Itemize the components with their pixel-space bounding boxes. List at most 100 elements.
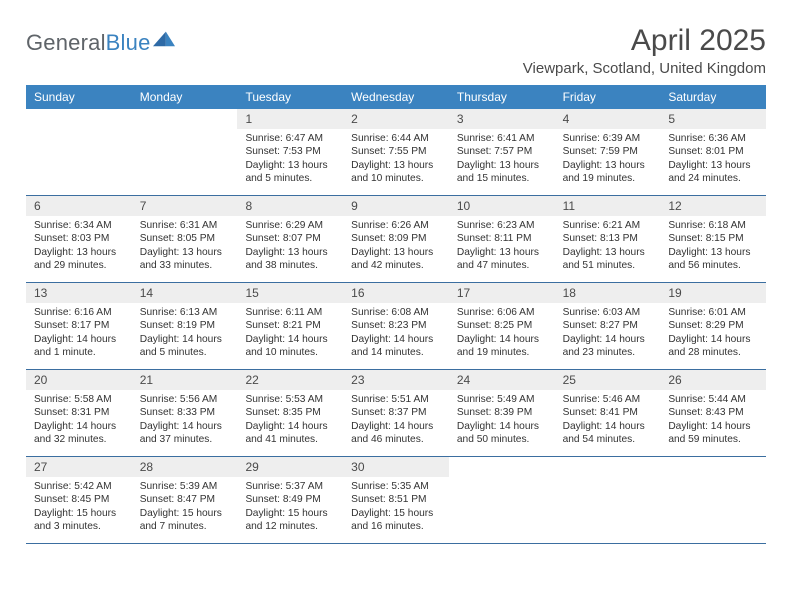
day-number: 9: [343, 196, 449, 216]
day-body: Sunrise: 6:01 AMSunset: 8:29 PMDaylight:…: [660, 303, 766, 366]
calendar-day: 30Sunrise: 5:35 AMSunset: 8:51 PMDayligh…: [343, 457, 449, 543]
sunrise-text: Sunrise: 5:42 AM: [34, 480, 128, 493]
day-number: 5: [660, 109, 766, 129]
day-number: 18: [555, 283, 661, 303]
day-body: Sunrise: 6:21 AMSunset: 8:13 PMDaylight:…: [555, 216, 661, 279]
sunrise-text: Sunrise: 5:35 AM: [351, 480, 445, 493]
sunset-text: Sunset: 8:49 PM: [245, 493, 339, 506]
calendar-week: 1Sunrise: 6:47 AMSunset: 7:53 PMDaylight…: [26, 109, 766, 196]
day-number: 3: [449, 109, 555, 129]
day-number: 15: [237, 283, 343, 303]
daylight-text: Daylight: 14 hours and 14 minutes.: [351, 333, 445, 360]
dow-friday: Friday: [555, 85, 661, 109]
day-body: Sunrise: 5:39 AMSunset: 8:47 PMDaylight:…: [132, 477, 238, 540]
sunrise-text: Sunrise: 6:01 AM: [668, 306, 762, 319]
calendar-day: 21Sunrise: 5:56 AMSunset: 8:33 PMDayligh…: [132, 370, 238, 456]
day-body: Sunrise: 5:49 AMSunset: 8:39 PMDaylight:…: [449, 390, 555, 453]
dow-sunday: Sunday: [26, 85, 132, 109]
calendar-day: 5Sunrise: 6:36 AMSunset: 8:01 PMDaylight…: [660, 109, 766, 195]
sunset-text: Sunset: 8:13 PM: [563, 232, 657, 245]
sunrise-text: Sunrise: 6:26 AM: [351, 219, 445, 232]
day-number: 26: [660, 370, 766, 390]
day-body: Sunrise: 6:13 AMSunset: 8:19 PMDaylight:…: [132, 303, 238, 366]
sunrise-text: Sunrise: 6:16 AM: [34, 306, 128, 319]
logo-text: GeneralBlue: [26, 30, 151, 56]
sunset-text: Sunset: 7:55 PM: [351, 145, 445, 158]
calendar-day: 1Sunrise: 6:47 AMSunset: 7:53 PMDaylight…: [237, 109, 343, 195]
logo: GeneralBlue: [26, 24, 175, 56]
day-body: Sunrise: 5:46 AMSunset: 8:41 PMDaylight:…: [555, 390, 661, 453]
daylight-text: Daylight: 14 hours and 54 minutes.: [563, 420, 657, 447]
sunrise-text: Sunrise: 6:11 AM: [245, 306, 339, 319]
sunrise-text: Sunrise: 5:39 AM: [140, 480, 234, 493]
calendar-day: 6Sunrise: 6:34 AMSunset: 8:03 PMDaylight…: [26, 196, 132, 282]
sunset-text: Sunset: 7:53 PM: [245, 145, 339, 158]
day-number: 23: [343, 370, 449, 390]
day-number: 22: [237, 370, 343, 390]
calendar-day: 20Sunrise: 5:58 AMSunset: 8:31 PMDayligh…: [26, 370, 132, 456]
day-number: 14: [132, 283, 238, 303]
sunrise-text: Sunrise: 6:34 AM: [34, 219, 128, 232]
page-subtitle: Viewpark, Scotland, United Kingdom: [523, 60, 766, 77]
calendar-day: 8Sunrise: 6:29 AMSunset: 8:07 PMDaylight…: [237, 196, 343, 282]
day-body: Sunrise: 6:06 AMSunset: 8:25 PMDaylight:…: [449, 303, 555, 366]
daylight-text: Daylight: 13 hours and 47 minutes.: [457, 246, 551, 273]
sunrise-text: Sunrise: 5:37 AM: [245, 480, 339, 493]
sunrise-text: Sunrise: 6:41 AM: [457, 132, 551, 145]
day-body: Sunrise: 6:26 AMSunset: 8:09 PMDaylight:…: [343, 216, 449, 279]
daylight-text: Daylight: 14 hours and 41 minutes.: [245, 420, 339, 447]
day-number: 25: [555, 370, 661, 390]
sunset-text: Sunset: 8:51 PM: [351, 493, 445, 506]
logo-text-blue: Blue: [106, 30, 151, 55]
daylight-text: Daylight: 14 hours and 10 minutes.: [245, 333, 339, 360]
day-number: 8: [237, 196, 343, 216]
sunrise-text: Sunrise: 5:44 AM: [668, 393, 762, 406]
calendar-day: 10Sunrise: 6:23 AMSunset: 8:11 PMDayligh…: [449, 196, 555, 282]
day-body: Sunrise: 5:51 AMSunset: 8:37 PMDaylight:…: [343, 390, 449, 453]
sunset-text: Sunset: 8:37 PM: [351, 406, 445, 419]
title-block: April 2025 Viewpark, Scotland, United Ki…: [523, 24, 766, 77]
calendar-day: [449, 457, 555, 543]
day-body: Sunrise: 6:31 AMSunset: 8:05 PMDaylight:…: [132, 216, 238, 279]
daylight-text: Daylight: 15 hours and 7 minutes.: [140, 507, 234, 534]
daylight-text: Daylight: 13 hours and 56 minutes.: [668, 246, 762, 273]
day-body: Sunrise: 5:35 AMSunset: 8:51 PMDaylight:…: [343, 477, 449, 540]
page-title: April 2025: [523, 24, 766, 58]
sunrise-text: Sunrise: 5:53 AM: [245, 393, 339, 406]
sunrise-text: Sunrise: 5:49 AM: [457, 393, 551, 406]
calendar-day: 23Sunrise: 5:51 AMSunset: 8:37 PMDayligh…: [343, 370, 449, 456]
day-body: Sunrise: 5:53 AMSunset: 8:35 PMDaylight:…: [237, 390, 343, 453]
calendar-day: 13Sunrise: 6:16 AMSunset: 8:17 PMDayligh…: [26, 283, 132, 369]
sunset-text: Sunset: 8:01 PM: [668, 145, 762, 158]
calendar-day: 27Sunrise: 5:42 AMSunset: 8:45 PMDayligh…: [26, 457, 132, 543]
dow-tuesday: Tuesday: [237, 85, 343, 109]
calendar-day: 19Sunrise: 6:01 AMSunset: 8:29 PMDayligh…: [660, 283, 766, 369]
daylight-text: Daylight: 14 hours and 19 minutes.: [457, 333, 551, 360]
day-body: Sunrise: 5:58 AMSunset: 8:31 PMDaylight:…: [26, 390, 132, 453]
day-body: Sunrise: 6:18 AMSunset: 8:15 PMDaylight:…: [660, 216, 766, 279]
daylight-text: Daylight: 14 hours and 28 minutes.: [668, 333, 762, 360]
sunrise-text: Sunrise: 6:47 AM: [245, 132, 339, 145]
calendar-day: 3Sunrise: 6:41 AMSunset: 7:57 PMDaylight…: [449, 109, 555, 195]
calendar: Sunday Monday Tuesday Wednesday Thursday…: [26, 85, 766, 544]
sunset-text: Sunset: 8:25 PM: [457, 319, 551, 332]
calendar-week: 20Sunrise: 5:58 AMSunset: 8:31 PMDayligh…: [26, 370, 766, 457]
day-number: 28: [132, 457, 238, 477]
sunrise-text: Sunrise: 6:06 AM: [457, 306, 551, 319]
calendar-day: 16Sunrise: 6:08 AMSunset: 8:23 PMDayligh…: [343, 283, 449, 369]
sunset-text: Sunset: 7:59 PM: [563, 145, 657, 158]
calendar-day: 17Sunrise: 6:06 AMSunset: 8:25 PMDayligh…: [449, 283, 555, 369]
calendar-day: 2Sunrise: 6:44 AMSunset: 7:55 PMDaylight…: [343, 109, 449, 195]
daylight-text: Daylight: 14 hours and 32 minutes.: [34, 420, 128, 447]
day-number: 1: [237, 109, 343, 129]
day-number: 21: [132, 370, 238, 390]
day-number: 30: [343, 457, 449, 477]
calendar-day: 12Sunrise: 6:18 AMSunset: 8:15 PMDayligh…: [660, 196, 766, 282]
sunset-text: Sunset: 8:29 PM: [668, 319, 762, 332]
sunset-text: Sunset: 8:05 PM: [140, 232, 234, 245]
sunrise-text: Sunrise: 6:08 AM: [351, 306, 445, 319]
logo-text-gray: General: [26, 30, 106, 55]
daylight-text: Daylight: 13 hours and 33 minutes.: [140, 246, 234, 273]
calendar-day: 4Sunrise: 6:39 AMSunset: 7:59 PMDaylight…: [555, 109, 661, 195]
sunset-text: Sunset: 8:41 PM: [563, 406, 657, 419]
